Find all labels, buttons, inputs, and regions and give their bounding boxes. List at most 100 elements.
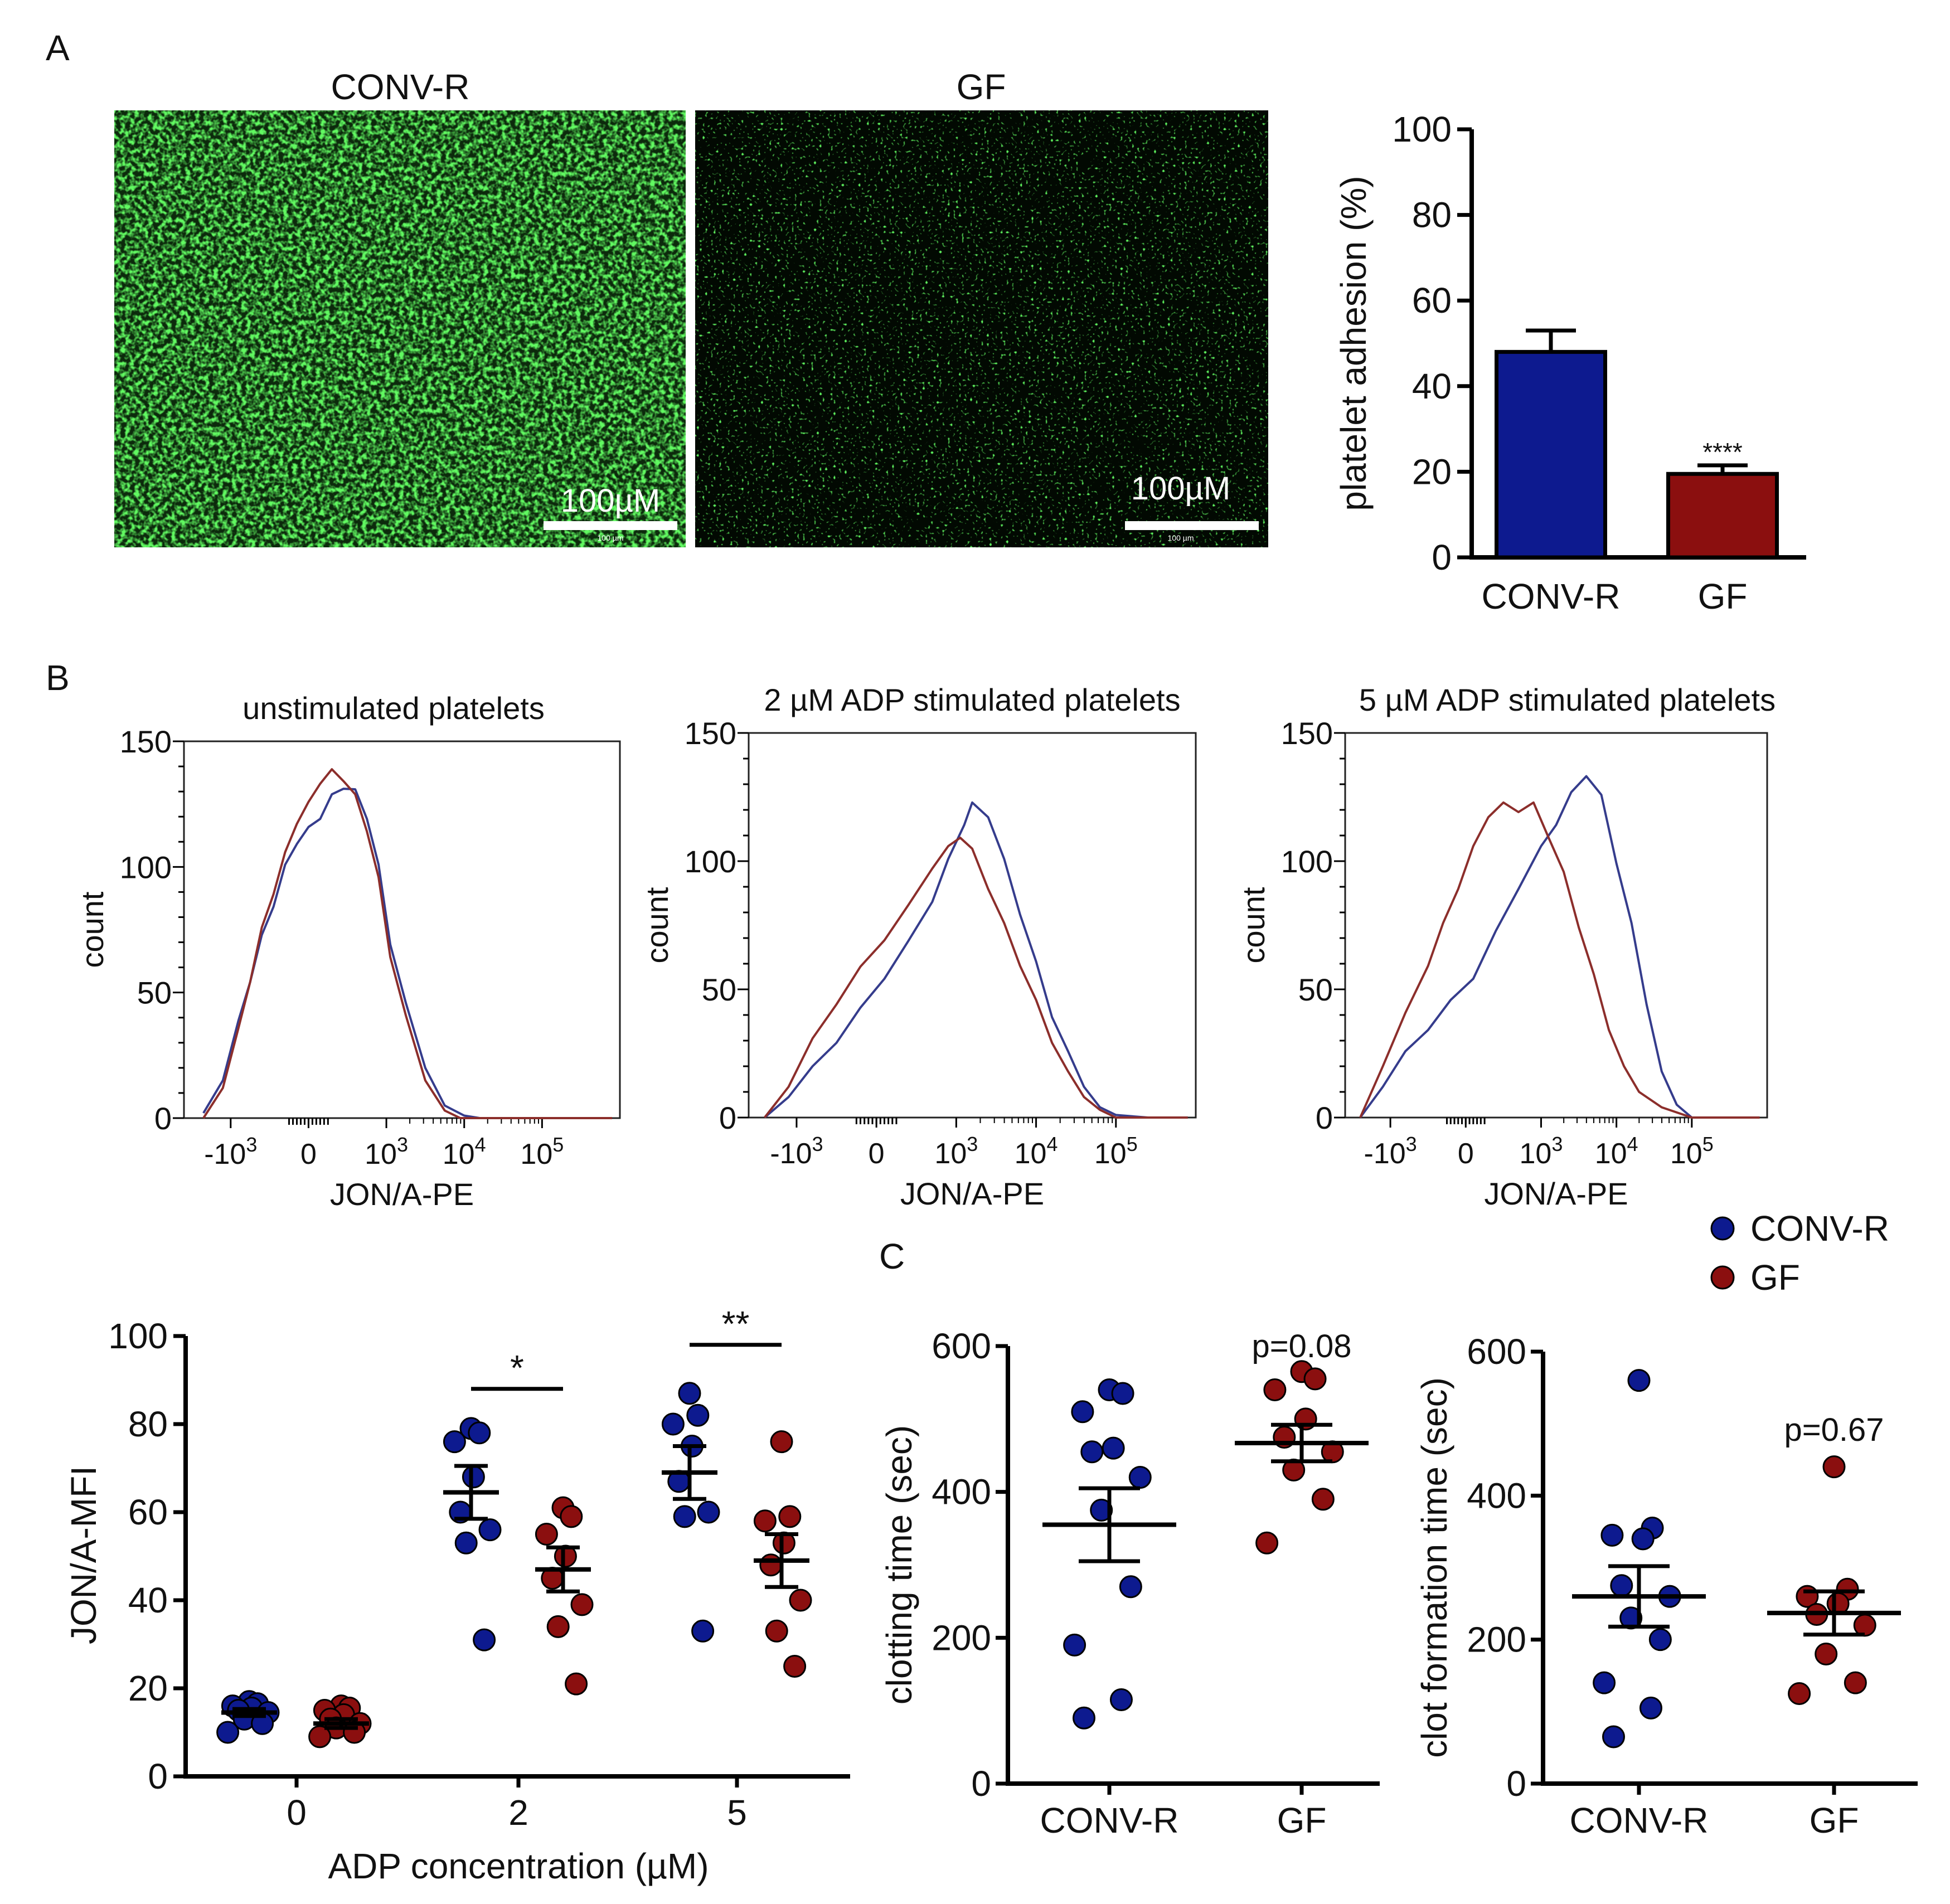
y-axis-label: platelet adhesion (%) <box>1333 176 1374 511</box>
data-point <box>753 1509 777 1533</box>
y-tick-label: 100 <box>108 1316 168 1356</box>
y-tick-label: 0 <box>1316 1100 1333 1135</box>
histogram-2uM-adp: 2 µM ADP stimulated platelets 0 50 100 150 co… <box>639 682 1197 1211</box>
data-point <box>1600 1523 1624 1547</box>
y-tick-label: 150 <box>685 716 736 751</box>
x-tick-label: 0 <box>869 1138 885 1170</box>
data-point <box>1102 1436 1125 1460</box>
data-point <box>686 1403 710 1427</box>
chart-title: 2 µM ADP stimulated platelets <box>764 682 1180 717</box>
series-line-gf <box>202 768 612 1119</box>
y-tick-label: 0 <box>1506 1764 1526 1804</box>
data-point <box>1788 1682 1811 1706</box>
x-tick-label: CONV-R <box>1040 1800 1179 1840</box>
y-tick-label: 0 <box>154 1101 172 1136</box>
scale-small-left: 100 µm <box>598 533 624 542</box>
data-point <box>1627 1369 1651 1392</box>
histogram-5uM-adp: 5 µM ADP stimulated platelets 0 50 100 150 co… <box>1236 682 1776 1211</box>
y-axis-label: count <box>639 887 675 963</box>
data-point <box>783 1655 807 1678</box>
data-point <box>443 1430 466 1454</box>
y-tick-label: 80 <box>128 1404 168 1444</box>
x-tick-label: 2 <box>508 1793 528 1833</box>
x-tick-label: 104 <box>1015 1133 1058 1170</box>
y-tick-label: 0 <box>1432 537 1452 577</box>
y-tick-label: 150 <box>120 724 172 759</box>
x-tick-label: 103 <box>1520 1133 1563 1170</box>
data-point <box>1255 1531 1279 1555</box>
y-tick-label: 50 <box>137 975 172 1011</box>
data-point <box>308 1725 332 1748</box>
y-axis-label: clot formation time (sec) <box>1414 1377 1454 1758</box>
data-point <box>560 1505 583 1528</box>
adhesion-bar-chart: 0 20 40 60 80 100 platelet adhesion (%) CONV-R G… <box>1333 109 1806 616</box>
data-point <box>1073 1706 1095 1730</box>
y-tick-label: 0 <box>719 1100 736 1135</box>
x-tick-label: 105 <box>1094 1133 1138 1170</box>
x-tick-label: 0 <box>287 1793 307 1833</box>
data-point <box>759 1553 783 1577</box>
legend-conv-marker <box>1710 1216 1735 1241</box>
data-point <box>661 1412 685 1436</box>
data-point <box>1822 1455 1846 1479</box>
x-tick-label: 105 <box>1670 1133 1714 1170</box>
data-point <box>535 1523 558 1546</box>
y-tick-label: 200 <box>932 1618 991 1658</box>
x-tick-label: CONV-R <box>1482 576 1621 616</box>
legend: CONV-R GF <box>1710 1208 1889 1298</box>
chart-title: unstimulated platelets <box>242 691 545 726</box>
y-tick-label: 100 <box>1392 109 1452 149</box>
scale-small-right: 100 µm <box>1168 533 1194 542</box>
y-tick-label: 50 <box>1298 972 1333 1007</box>
data-point <box>1119 1575 1142 1599</box>
x-axis-label: JON/A-PE <box>900 1176 1044 1211</box>
y-tick-label: 0 <box>971 1764 991 1804</box>
data-point <box>1263 1378 1287 1401</box>
series-line-conv-r <box>764 801 1188 1119</box>
x-tick-label: -103 <box>204 1133 257 1170</box>
x-tick-label: -103 <box>1364 1133 1417 1170</box>
y-tick-label: 600 <box>932 1326 991 1366</box>
y-tick-label: 100 <box>120 849 172 885</box>
legend-gf-marker <box>1710 1265 1735 1290</box>
clotting-time-chart: 0 200 400 600 clotting time (sec) CONV-R GF p=0… <box>879 1326 1380 1840</box>
y-tick-label: 0 <box>148 1756 168 1796</box>
x-tick-label: 0 <box>300 1138 317 1170</box>
data-point <box>1815 1643 1838 1665</box>
y-tick-label: 100 <box>1281 844 1333 879</box>
micrograph-left-title: CONV-R <box>331 67 470 107</box>
chart-title: 5 µM ADP stimulated platelets <box>1359 682 1776 717</box>
data-point <box>1090 1498 1113 1522</box>
x-axis-label: JON/A-PE <box>1484 1176 1628 1211</box>
significance-label: **** <box>1702 438 1743 467</box>
y-tick-label: 40 <box>1412 366 1452 406</box>
x-tick-label: 5 <box>727 1793 747 1833</box>
y-tick-label: 20 <box>1412 451 1452 492</box>
y-tick-label: 100 <box>685 844 736 879</box>
data-point <box>1844 1671 1867 1694</box>
clot-formation-time-chart: 0 200 400 600 clot formation time (sec) CONV-… <box>1414 1332 1918 1840</box>
data-point <box>678 1382 701 1405</box>
series-line-gf <box>764 837 1188 1119</box>
y-tick-label: 60 <box>1412 280 1452 320</box>
scale-label-right: 100µM <box>1131 470 1231 507</box>
micrograph-left: 100µM 100 µm <box>114 110 686 547</box>
data-point <box>1602 1725 1625 1748</box>
data-point <box>546 1615 570 1638</box>
data-point <box>1648 1628 1672 1652</box>
data-point <box>789 1589 812 1612</box>
x-tick-label: CONV-R <box>1570 1800 1709 1840</box>
x-tick-label: GF <box>1698 576 1748 616</box>
data-point <box>1610 1574 1633 1597</box>
y-tick-label: 200 <box>1467 1620 1526 1660</box>
data-point <box>1311 1488 1335 1511</box>
plot-frame <box>183 740 621 1119</box>
data-point <box>565 1672 588 1696</box>
data-point <box>1080 1440 1104 1464</box>
x-tick-label: -103 <box>770 1133 823 1170</box>
y-tick-label: 600 <box>1467 1332 1526 1372</box>
y-tick-label: 50 <box>702 972 736 1007</box>
data-point <box>1593 1671 1616 1694</box>
plot-frame <box>1344 732 1768 1119</box>
panel-label-a: A <box>46 28 70 68</box>
